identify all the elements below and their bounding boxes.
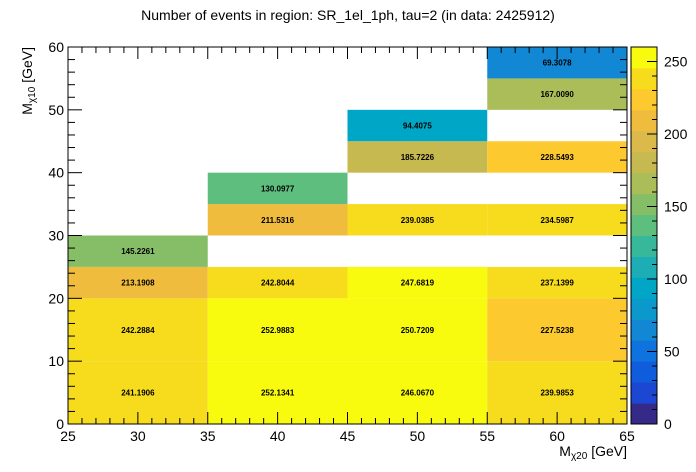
colorbar-segment xyxy=(631,319,657,341)
heatmap-cell-20 xyxy=(487,78,627,110)
colorbar-tick-label: 250 xyxy=(664,54,688,70)
x-tick-label: 30 xyxy=(130,428,146,444)
cell-value-label: 227.5238 xyxy=(540,326,574,335)
x-tick-label: 55 xyxy=(479,428,495,444)
colorbar-tick-label: 0 xyxy=(664,416,672,432)
cell-value-label: 239.9853 xyxy=(540,389,574,398)
y-tick-label: 60 xyxy=(48,39,64,55)
heatmap-cell-6 xyxy=(347,298,488,362)
x-tick-label: 60 xyxy=(549,428,565,444)
cell-value-label: 239.0385 xyxy=(401,216,435,225)
cell-value-label: 246.0670 xyxy=(401,389,435,398)
heatmap-cell-11 xyxy=(487,266,627,299)
cell-value-label: 69.3078 xyxy=(543,59,572,68)
colorbar-segment xyxy=(631,47,657,69)
cell-value-label: 250.7209 xyxy=(401,326,435,335)
y-tick-label: 40 xyxy=(48,165,64,181)
heatmap-cell-5 xyxy=(207,298,348,362)
colorbar-segment xyxy=(631,109,657,132)
colorbar-segment xyxy=(631,235,657,257)
colorbar-segment xyxy=(631,214,657,236)
colorbar-tick-label: 50 xyxy=(664,344,680,360)
y-tick-label: 0 xyxy=(56,416,64,432)
colorbar-tick-label: 100 xyxy=(664,271,688,287)
colorbar-segment xyxy=(631,172,657,195)
cell-value-label: 242.8044 xyxy=(261,279,295,288)
y-tick-label: 10 xyxy=(48,353,64,369)
cell-value-label: 241.1906 xyxy=(121,389,155,398)
heatmap-cell-10 xyxy=(347,266,488,299)
colorbar-segment xyxy=(631,277,657,299)
heatmap-cell-12 xyxy=(68,235,208,267)
heatmap-cell-19 xyxy=(347,109,488,142)
colorbar-segment xyxy=(631,403,657,425)
y-tick-label: 20 xyxy=(48,290,64,306)
cell-value-label: 242.2884 xyxy=(121,326,155,335)
colorbar-segment xyxy=(631,340,657,362)
colorbar-segment xyxy=(631,382,657,404)
cell-value-label: 167.0090 xyxy=(540,90,574,99)
heatmap-cell-16 xyxy=(207,172,348,205)
heatmap-cell-15 xyxy=(487,204,627,236)
y-axis-label: Mχ10 [GeV] xyxy=(19,47,38,115)
heatmap-cell-9 xyxy=(207,266,348,299)
colorbar-segment xyxy=(631,151,657,174)
heatmap-cell-17 xyxy=(347,141,488,173)
cell-value-label: 247.6819 xyxy=(401,279,435,288)
colorbar-segment xyxy=(631,88,657,111)
y-tick-label: 50 xyxy=(48,102,64,118)
cell-value-label: 234.5987 xyxy=(540,216,574,225)
x-tick-label: 50 xyxy=(410,428,426,444)
heatmap-cell-18 xyxy=(487,141,627,173)
cell-value-label: 213.1908 xyxy=(121,279,155,288)
cell-value-label: 237.1399 xyxy=(540,279,574,288)
x-tick-label: 65 xyxy=(619,428,635,444)
heatmap-cell-7 xyxy=(487,298,627,362)
colorbar-segment xyxy=(631,361,657,383)
colorbar-segment xyxy=(631,298,657,320)
heatmap-cell-8 xyxy=(68,266,208,299)
cell-value-label: 252.1341 xyxy=(261,389,295,398)
x-tick-label: 40 xyxy=(270,428,286,444)
colorbar-segment xyxy=(631,193,657,216)
cell-value-label: 252.9883 xyxy=(261,326,295,335)
cell-value-label: 211.5316 xyxy=(261,216,294,225)
colorbar-tick-label: 150 xyxy=(664,199,688,215)
cell-value-label: 185.7226 xyxy=(401,153,435,162)
colorbar-segment xyxy=(631,67,657,90)
colorbar-segment xyxy=(631,130,657,153)
chart-title: Number of events in region: SR_1el_1ph, … xyxy=(141,7,555,23)
cell-value-label: 145.2261 xyxy=(121,247,155,256)
colorbar-tick-label: 200 xyxy=(664,126,688,142)
x-tick-label: 25 xyxy=(60,428,76,444)
x-tick-label: 35 xyxy=(200,428,216,444)
x-axis-label: Mχ20 [GeV] xyxy=(559,443,627,462)
colorbar-segment xyxy=(631,256,657,278)
cell-value-label: 228.5493 xyxy=(540,153,574,162)
cell-value-label: 130.0977 xyxy=(261,184,295,193)
x-tick-label: 45 xyxy=(340,428,356,444)
heatmap-cell-13 xyxy=(207,204,348,236)
cell-value-label: 94.4075 xyxy=(403,122,432,131)
y-tick-label: 30 xyxy=(48,228,64,244)
heatmap-cell-14 xyxy=(347,204,488,236)
heatmap-cell-4 xyxy=(68,298,208,362)
